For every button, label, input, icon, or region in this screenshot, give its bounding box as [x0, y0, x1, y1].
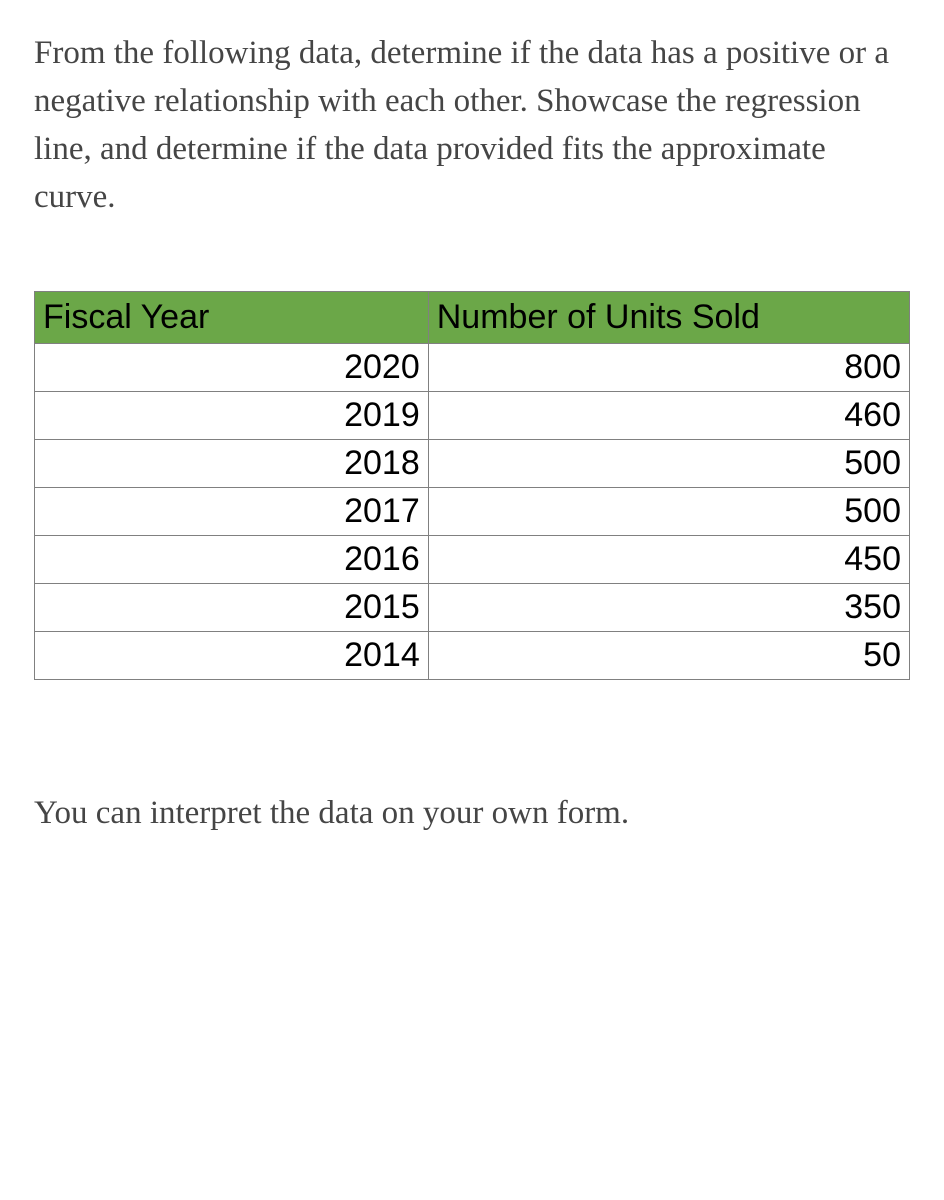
fiscal-data-table: Fiscal Year Number of Units Sold 2020 80…: [34, 291, 910, 680]
cell-year: 2017: [35, 488, 429, 536]
table-row: 2018 500: [35, 440, 910, 488]
table-row: 2017 500: [35, 488, 910, 536]
cell-units: 800: [428, 344, 909, 392]
table-row: 2015 350: [35, 584, 910, 632]
cell-year: 2019: [35, 392, 429, 440]
cell-year: 2016: [35, 536, 429, 584]
column-header-fiscal-year: Fiscal Year: [35, 292, 429, 344]
table-row: 2020 800: [35, 344, 910, 392]
cell-units: 460: [428, 392, 909, 440]
footer-text: You can interpret the data on your own f…: [34, 790, 910, 838]
table-row: 2016 450: [35, 536, 910, 584]
table-header-row: Fiscal Year Number of Units Sold: [35, 292, 910, 344]
cell-year: 2015: [35, 584, 429, 632]
cell-year: 2014: [35, 632, 429, 680]
cell-units: 500: [428, 440, 909, 488]
cell-units: 350: [428, 584, 909, 632]
table-row: 2014 50: [35, 632, 910, 680]
cell-units: 450: [428, 536, 909, 584]
table-row: 2019 460: [35, 392, 910, 440]
column-header-units-sold: Number of Units Sold: [428, 292, 909, 344]
question-text: From the following data, determine if th…: [34, 30, 910, 221]
cell-year: 2018: [35, 440, 429, 488]
cell-year: 2020: [35, 344, 429, 392]
cell-units: 500: [428, 488, 909, 536]
cell-units: 50: [428, 632, 909, 680]
